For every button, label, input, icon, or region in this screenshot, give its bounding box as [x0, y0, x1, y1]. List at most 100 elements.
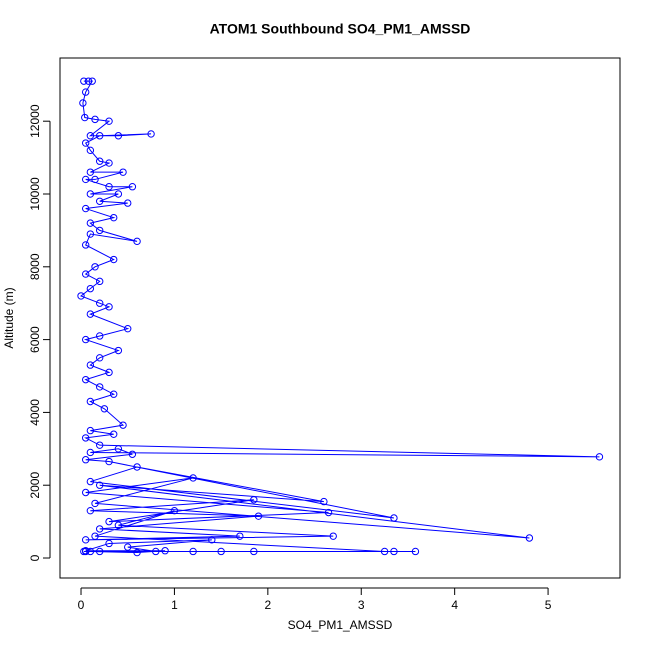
data-point [95, 332, 104, 340]
data-point [250, 496, 258, 504]
data-point [86, 310, 95, 318]
data-point [114, 346, 123, 355]
data-point [114, 132, 123, 140]
y-tick-label: 10000 [28, 177, 42, 211]
data-point [250, 547, 258, 556]
data-point [100, 405, 109, 413]
data-point [91, 175, 99, 184]
data-point [390, 514, 398, 522]
data-point [86, 506, 95, 515]
data-point [91, 263, 99, 271]
data-point [147, 130, 155, 138]
data-point [170, 506, 179, 515]
data-point [95, 277, 104, 286]
data-point [86, 426, 95, 435]
data-point [86, 132, 95, 140]
data-point [133, 463, 141, 471]
data-point [124, 543, 132, 551]
data-point [91, 532, 99, 540]
data-point [88, 77, 96, 85]
data-point [133, 548, 141, 557]
data-point [79, 99, 87, 107]
data-point [91, 115, 99, 124]
data-point [81, 175, 90, 184]
data-point [95, 525, 104, 533]
data-point [95, 226, 104, 235]
data-point [217, 547, 225, 556]
data-point [81, 536, 90, 544]
y-tick-label: 12000 [28, 104, 42, 138]
data-point [411, 547, 420, 556]
data-point [189, 474, 197, 482]
data-point [595, 453, 604, 461]
data-point [81, 204, 90, 213]
data-point [86, 190, 95, 198]
data-point [95, 299, 104, 307]
data-point [110, 430, 118, 438]
data-point [208, 536, 216, 544]
data-point [105, 539, 113, 548]
data-point [95, 157, 104, 165]
data-point [86, 230, 95, 238]
data-point [81, 434, 90, 442]
x-axis-label: SO4_PM1_AMSSD [288, 618, 393, 632]
series-line [80, 80, 600, 554]
y-tick-label: 4000 [28, 399, 42, 426]
data-point [95, 441, 104, 449]
y-tick-label: 0 [28, 554, 42, 561]
data-point [81, 335, 90, 344]
y-axis-label: Altitude (m) [2, 287, 16, 348]
chart-title: ATOM1 Southbound SO4_PM1_AMSSD [210, 21, 471, 37]
data-point [124, 199, 132, 207]
data-point [110, 213, 118, 222]
data-point [81, 88, 90, 96]
data-point [119, 168, 127, 176]
data-point [110, 390, 118, 398]
data-point [380, 547, 389, 556]
data-point [236, 532, 244, 540]
data-point [119, 421, 127, 429]
data-point [114, 521, 123, 529]
data-point [105, 368, 113, 377]
data-point [86, 361, 95, 369]
data-point [124, 324, 132, 333]
x-tick-label: 2 [264, 598, 271, 612]
data-point [77, 292, 85, 300]
y-tick-label: 2000 [28, 472, 42, 499]
data-point [114, 445, 123, 453]
data-point [86, 146, 95, 155]
data-point [133, 237, 141, 246]
data-point [329, 532, 337, 540]
data-point [95, 383, 104, 391]
data-point [80, 547, 88, 556]
data-point [105, 117, 113, 125]
data-point [91, 499, 99, 508]
data-point [81, 139, 90, 147]
data-point [254, 512, 263, 520]
data-point [86, 168, 95, 176]
data-point [86, 477, 95, 486]
data-point [105, 457, 113, 466]
data-point [81, 241, 90, 249]
data-point [81, 375, 90, 384]
data-point [81, 488, 90, 497]
data-point [95, 132, 104, 140]
data-point [114, 190, 123, 198]
x-tick-label: 1 [171, 598, 178, 612]
x-tick-label: 4 [451, 598, 458, 612]
data-point [105, 303, 113, 311]
data-point [105, 159, 113, 167]
data-point [81, 113, 89, 122]
data-point [86, 448, 95, 457]
data-point [110, 255, 118, 264]
data-point [152, 547, 160, 556]
data-point [324, 508, 333, 517]
x-tick-label: 5 [545, 598, 552, 612]
data-point [105, 517, 113, 526]
data-point [81, 270, 90, 278]
data-point [86, 219, 95, 227]
data-point [84, 77, 93, 85]
data-point [86, 284, 95, 293]
